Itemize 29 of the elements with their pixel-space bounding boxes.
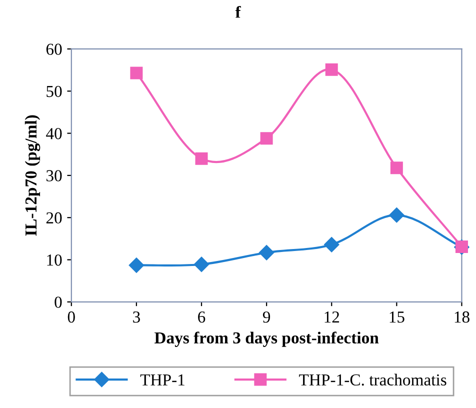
point: [324, 237, 340, 252]
chart-title: f: [235, 6, 241, 18]
x-tick-label: 3: [133, 311, 140, 323]
point: [325, 63, 338, 76]
y-tick-label: 50: [46, 86, 62, 98]
point: [258, 245, 274, 260]
point: [128, 258, 144, 273]
y-tick-label: 40: [46, 128, 62, 140]
y-tick-label: 20: [46, 212, 62, 224]
y-tick-label: 30: [46, 170, 62, 182]
point: [194, 256, 210, 272]
y-tick-label: 10: [47, 254, 62, 266]
point: [130, 66, 143, 80]
x-tick-label: 9: [262, 311, 270, 323]
x-axis-title: Days from 3 days post-infection: [154, 332, 379, 347]
legend-label: THP-1: [140, 374, 184, 386]
x-tick-label: 18: [454, 311, 470, 323]
x-tick-label: 12: [324, 311, 340, 323]
y-tick-label: 0: [54, 296, 62, 308]
y-tick-label: 60: [46, 44, 62, 55]
legend-label: THP-1-C. trachomatis: [299, 374, 446, 386]
point: [260, 132, 273, 145]
x-tick-label: 6: [198, 311, 206, 323]
x-tick-label: 15: [390, 312, 404, 323]
point: [389, 208, 404, 223]
point: [195, 152, 208, 165]
x-tick-label: 0: [68, 311, 75, 323]
point: [390, 162, 403, 174]
y-axis-title: IL-12p70 (pg/ml): [24, 115, 40, 236]
